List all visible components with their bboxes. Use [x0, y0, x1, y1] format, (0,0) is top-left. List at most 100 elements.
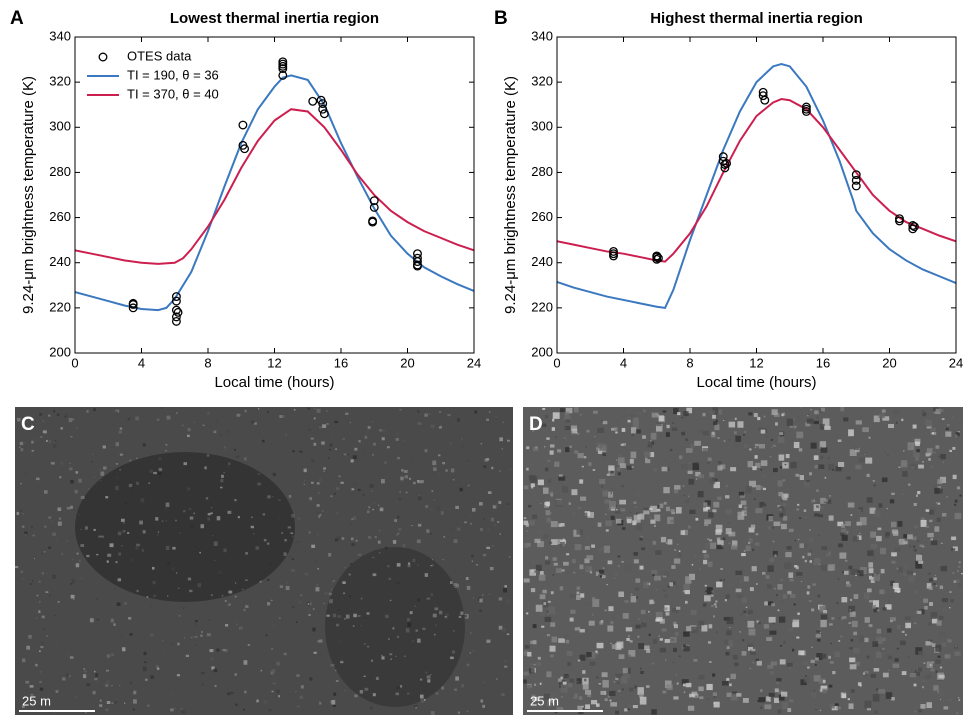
speckle: [498, 500, 502, 504]
speckle: [838, 543, 843, 548]
speckle: [39, 435, 43, 439]
speckle: [331, 577, 333, 580]
speckle: [774, 688, 779, 693]
speckle: [221, 595, 224, 597]
speckle: [958, 583, 962, 588]
speckle: [648, 441, 653, 447]
x-tick-label: 12: [749, 355, 763, 370]
speckle: [632, 421, 639, 429]
speckle: [319, 478, 322, 482]
speckle: [455, 676, 459, 681]
speckle: [72, 558, 74, 560]
speckle: [372, 556, 375, 559]
speckle: [283, 652, 287, 656]
speckle: [555, 436, 557, 438]
speckle: [447, 414, 451, 417]
speckle: [930, 668, 935, 672]
speckle: [760, 485, 764, 490]
speckle: [527, 537, 530, 540]
speckle: [399, 491, 401, 493]
speckle: [381, 437, 385, 441]
speckle: [685, 576, 692, 584]
speckle: [643, 601, 647, 604]
speckle: [937, 479, 943, 485]
speckle: [925, 673, 931, 679]
speckle: [25, 680, 30, 684]
speckle: [829, 661, 834, 664]
speckle: [828, 684, 833, 688]
speckle: [895, 421, 898, 424]
speckle: [595, 574, 599, 576]
speckle: [901, 493, 904, 495]
speckle: [165, 520, 167, 522]
speckle: [307, 428, 312, 431]
speckle: [939, 585, 944, 589]
speckle: [778, 491, 784, 497]
speckle: [907, 442, 915, 451]
speckle: [728, 439, 731, 441]
speckle: [396, 456, 400, 460]
speckle: [753, 498, 756, 500]
speckle: [913, 572, 916, 576]
speckle: [31, 440, 34, 444]
plot-area: [557, 63, 956, 309]
speckle: [201, 683, 205, 686]
speckle: [606, 473, 610, 476]
speckle: [666, 424, 670, 429]
data-point: [173, 307, 183, 317]
speckle: [144, 661, 147, 664]
speckle: [404, 475, 409, 479]
speckle: [841, 571, 844, 573]
data-point: [278, 70, 288, 80]
speckle: [702, 603, 707, 607]
speckle: [187, 487, 191, 491]
speckle: [551, 427, 555, 431]
speckle: [585, 603, 587, 606]
speckle: [735, 550, 741, 555]
speckle: [698, 620, 705, 626]
speckle: [263, 538, 267, 542]
speckle: [682, 644, 686, 647]
speckle: [652, 638, 657, 644]
speckle: [593, 684, 596, 687]
speckle: [780, 578, 783, 582]
speckle: [913, 683, 917, 687]
speckle: [19, 509, 23, 512]
speckle: [917, 490, 921, 495]
speckle: [95, 598, 98, 600]
speckle: [235, 703, 238, 706]
speckle: [899, 640, 906, 646]
speckle: [49, 440, 52, 443]
speckle: [220, 435, 222, 436]
panel-label: D: [529, 414, 543, 435]
speckle: [167, 561, 170, 565]
speckle: [872, 480, 875, 482]
speckle: [585, 566, 593, 573]
data-point: [319, 109, 329, 119]
speckle: [796, 508, 799, 511]
speckle: [565, 639, 570, 644]
speckle: [868, 575, 875, 580]
speckle: [585, 704, 590, 709]
speckle: [758, 621, 761, 625]
speckle: [932, 582, 936, 586]
speckle: [526, 530, 528, 532]
speckle: [588, 651, 596, 659]
speckle: [119, 453, 123, 456]
speckle: [558, 638, 565, 643]
speckle: [644, 645, 650, 651]
speckle: [591, 699, 598, 705]
speckle: [577, 681, 579, 683]
speckle: [329, 443, 333, 447]
y-tick-label: 320: [531, 74, 553, 89]
panel-label: C: [21, 414, 35, 435]
speckle: [379, 552, 381, 554]
speckle: [654, 514, 661, 522]
speckle: [38, 610, 41, 614]
speckle: [85, 712, 87, 714]
speckle: [396, 515, 400, 519]
speckle: [840, 407, 845, 412]
speckle: [907, 655, 910, 659]
speckle: [810, 659, 815, 664]
speckle: [614, 511, 617, 514]
